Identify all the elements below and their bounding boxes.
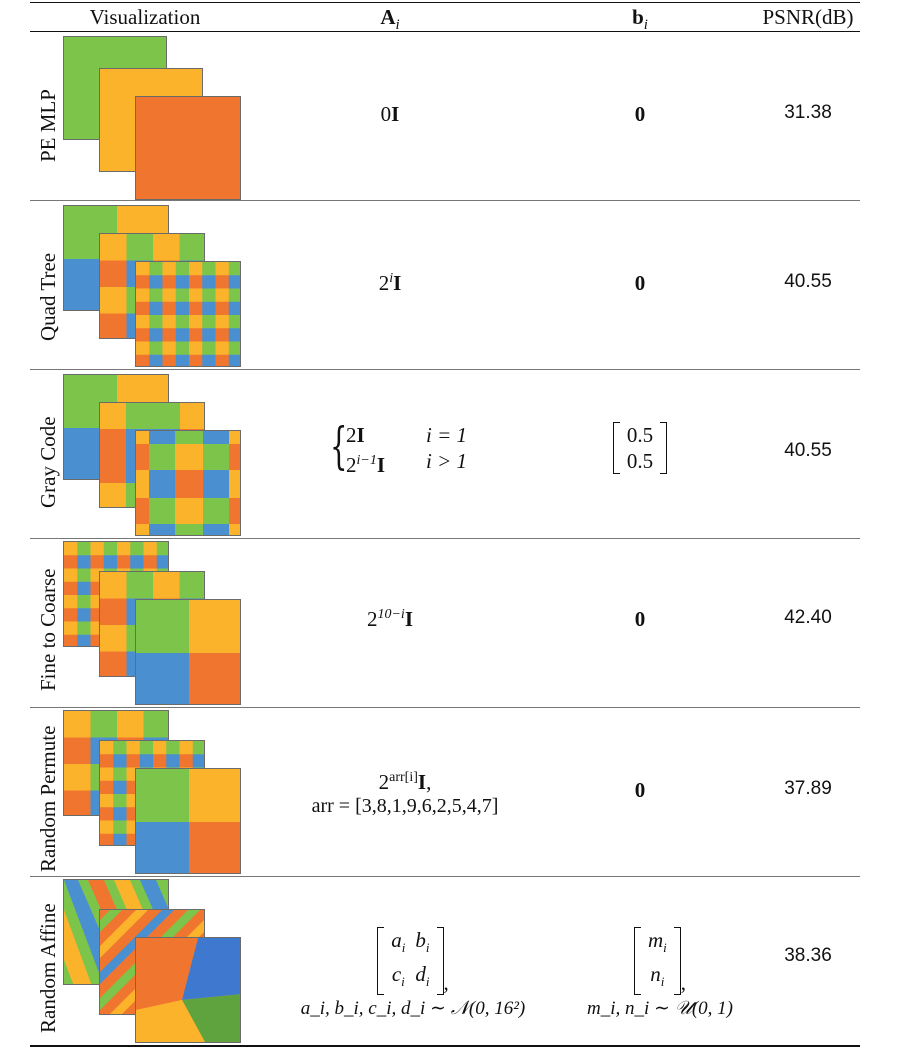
row-label: Quad Tree: [36, 252, 60, 341]
header-visualization: Visualization: [89, 5, 201, 29]
table-row: Quad Tree 2iI 0 40.55: [30, 201, 860, 369]
b-matrix: 0.5 0.5: [612, 422, 668, 474]
a-m21: c: [391, 962, 402, 987]
table-row: PE MLP 0I 0 31.38: [30, 32, 860, 200]
header-b-bold: b: [632, 5, 644, 29]
a-m22-sub: i: [425, 974, 430, 990]
a-m12-sub: i: [425, 940, 430, 956]
psnr-cell: 40.55: [784, 440, 832, 461]
header-b-sub: i: [643, 17, 648, 34]
a-base: 2: [378, 271, 390, 295]
psnr-cell: 38.36: [784, 945, 832, 966]
a-case1-cond: i = 1: [426, 423, 468, 447]
a-case2-identity: I: [376, 453, 386, 477]
row-label: Fine to Coarse: [36, 568, 60, 691]
top-rule: [30, 2, 860, 3]
a-case1-identity: I: [356, 423, 365, 447]
a-m11: a: [391, 928, 402, 952]
a-case1-expr: 2: [346, 423, 357, 447]
a-cell: ai bi ci di , a_i, b_i, c_i, d_i ∼ 𝒩(0, …: [278, 927, 548, 1020]
a-identity: I: [404, 607, 414, 631]
row-rule: [30, 707, 860, 708]
b-cell: 0: [634, 778, 646, 802]
table-row: Fine to Coarse 210−iI 0 42.40: [30, 539, 860, 707]
b-m2: n: [650, 962, 661, 987]
b-m1-sub: i: [663, 940, 667, 956]
brace-icon: {: [330, 417, 348, 475]
row-label: Random Affine: [36, 903, 60, 1033]
header-rule: [30, 31, 860, 32]
a-matrix: ai bi ci di: [377, 927, 444, 996]
a-case2-base: 2: [346, 453, 357, 477]
a-cell: { 2I i = 1 2i−1I i > 1: [330, 418, 520, 478]
table-row: Random Affine: [30, 877, 860, 1045]
row-label: PE MLP: [36, 89, 60, 162]
header-b-i: bi: [520, 3, 760, 34]
row-rule: [30, 876, 860, 877]
bottom-rule: [30, 1045, 860, 1047]
a-value: 0: [380, 102, 392, 126]
b-top: 0.5: [626, 423, 654, 447]
a-cell: 0I: [260, 102, 520, 127]
row-label: Gray Code: [36, 416, 60, 508]
a-case2-cond: i > 1: [426, 449, 468, 473]
b-cell: 0.5 0.5: [520, 422, 760, 474]
b-matrix: mi ni: [633, 927, 681, 996]
a-line2: arr = [3,8,1,9,6,2,5,4,7]: [311, 795, 499, 817]
b-cell: mi ni , m_i, n_i ∼ 𝒰(0, 1): [560, 927, 760, 1020]
header-a-bold: A: [380, 5, 396, 29]
row-rule: [30, 369, 860, 370]
b-bottom: 0.5: [626, 449, 654, 473]
a-identity: I: [417, 770, 427, 794]
psnr-cell: 42.40: [784, 607, 832, 628]
psnr-cell: 37.89: [784, 778, 832, 799]
a-line2: a_i, b_i, c_i, d_i ∼ 𝒩(0, 16²): [300, 998, 526, 1020]
psnr-cell: 31.38: [784, 102, 832, 123]
a-m22: d: [415, 962, 426, 987]
a-cell: 2iI: [260, 271, 520, 296]
header-a-i: Ai: [260, 3, 520, 34]
header-a-sub: i: [395, 17, 400, 34]
a-sup: 10−i: [377, 607, 405, 622]
fine-grid: [135, 261, 241, 367]
b-m1: m: [647, 928, 664, 952]
a-sup: i: [389, 271, 394, 286]
b-m2-sub: i: [660, 974, 665, 990]
row-label: Random Permute: [36, 725, 60, 872]
a-base: 2: [366, 607, 378, 631]
psnr-cell: 40.55: [784, 271, 832, 292]
row-rule: [30, 538, 860, 539]
b-cell: 0: [634, 271, 646, 295]
a-base: 2: [378, 770, 390, 794]
b-cell: 0: [634, 102, 646, 126]
a-cell: 210−iI: [260, 607, 520, 632]
b-cell: 0: [634, 607, 646, 631]
a-m21-sub: i: [401, 974, 405, 990]
table-row: Gray Code {: [30, 370, 860, 538]
b-line2: m_i, n_i ∼ 𝒰(0, 1): [587, 998, 733, 1020]
header-psnr: PSNR(dB): [762, 5, 854, 29]
a-cell: 2arr[i]I, arr = [3,8,1,9,6,2,5,4,7]: [260, 766, 550, 818]
a-sup: arr[i]: [389, 770, 418, 785]
row-rule: [30, 200, 860, 201]
table-row: Random Permute 2arr[i]I, arr = [3,8,1,9,…: [30, 708, 860, 876]
a-identity: I: [393, 271, 402, 295]
a-identity: I: [391, 102, 400, 126]
a-m12: b: [415, 928, 426, 952]
a-m11-sub: i: [401, 940, 406, 956]
a-case2-sup: i−1: [356, 453, 377, 468]
